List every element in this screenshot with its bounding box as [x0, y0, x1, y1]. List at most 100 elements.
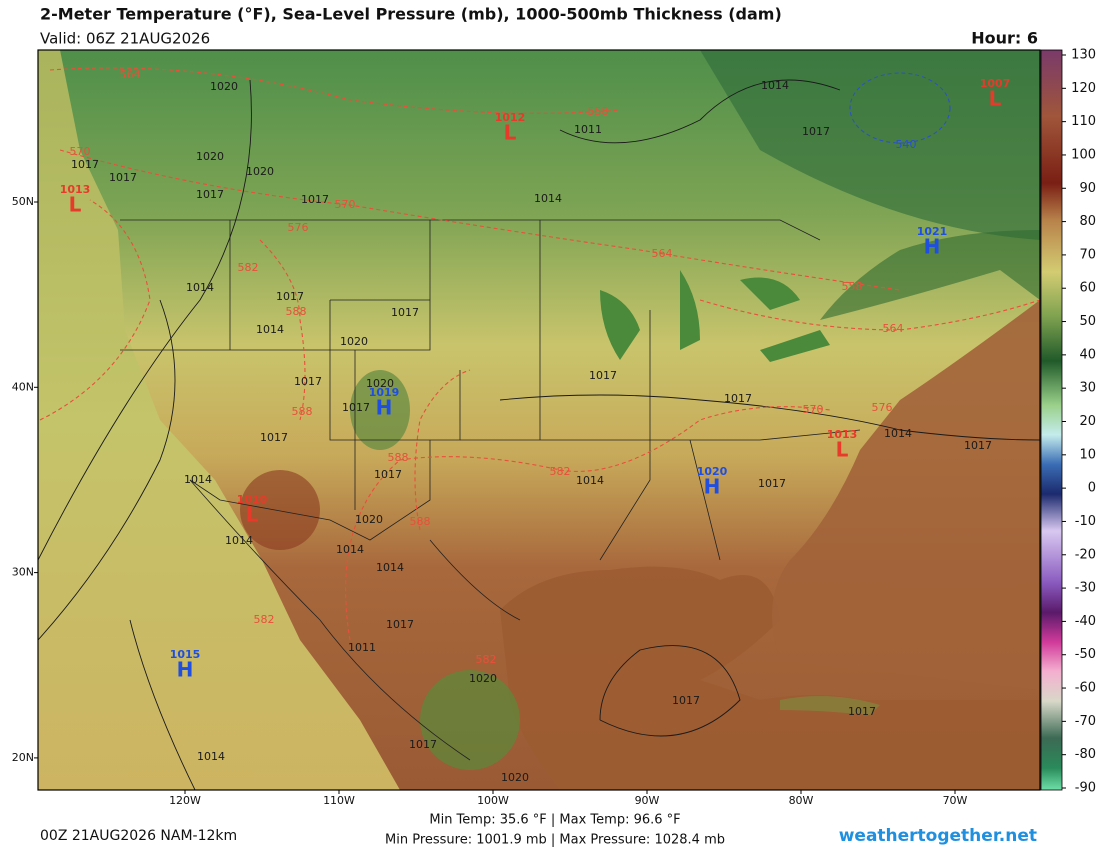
colorbar-label: -40 — [1075, 614, 1096, 629]
center-letter: L — [989, 87, 1002, 111]
thickness-label: 558 — [842, 280, 863, 293]
center-value: 1013 — [60, 183, 91, 196]
title: 2-Meter Temperature (°F), Sea-Level Pres… — [40, 5, 782, 24]
isobar-label: 1017 — [724, 392, 752, 405]
isobar-label: 1017 — [71, 158, 99, 171]
thickness-label: 570 — [70, 145, 91, 158]
colorbar-label: -50 — [1075, 647, 1096, 662]
pressure-range: Min Pressure: 1001.9 mb | Max Pressure: … — [385, 833, 725, 848]
appalachian-cool — [820, 230, 1040, 320]
lat-label: 30N — [12, 566, 34, 579]
isobar-label: 1014 — [225, 534, 253, 547]
thickness-label: 582 — [238, 261, 259, 274]
isobar-label: 1020 — [196, 150, 224, 163]
center-letter: H — [704, 475, 721, 499]
isobar-label: 1014 — [336, 543, 364, 556]
colorbar-label: -80 — [1075, 747, 1096, 762]
colorbar-label: 90 — [1079, 181, 1096, 196]
map: 1012L1007L1013L1021H1019H1013L1020H1010L… — [38, 50, 1040, 790]
colorbar-label: -90 — [1075, 781, 1096, 796]
colorbar-label: 50 — [1079, 314, 1096, 329]
thickness-label: 576 — [288, 221, 309, 234]
valid-time: Valid: 06Z 21AUG2026 — [40, 30, 210, 48]
colorbar-label: 20 — [1079, 414, 1096, 429]
lon-label: 110W — [323, 794, 355, 807]
colorbar-label: 60 — [1079, 281, 1096, 296]
pacific — [38, 50, 400, 790]
isobar-label: 1014 — [186, 281, 214, 294]
isobar-label: 1017 — [294, 375, 322, 388]
isobar-label: 1014 — [761, 79, 789, 92]
forecast-hour: Hour: 6 — [971, 29, 1038, 48]
lat-label: 50N — [12, 195, 34, 208]
cuba — [780, 696, 880, 715]
thickness-label: 570 — [803, 403, 824, 416]
isobar-label: 1017 — [964, 439, 992, 452]
isobar-label: 1017 — [276, 290, 304, 303]
thickness-540 — [849, 72, 951, 144]
isobar-label: 1020 — [469, 672, 497, 685]
canada-cool — [700, 50, 1040, 240]
thickness-label: 564 — [652, 247, 673, 260]
desert-hot — [240, 470, 320, 550]
colorbar-label: 10 — [1079, 447, 1096, 462]
colorbar-label: -30 — [1075, 581, 1096, 596]
thickness-label: 582 — [254, 613, 275, 626]
center-value: 1012 — [495, 111, 526, 124]
rockies-cool — [350, 370, 410, 450]
center-letter: L — [836, 438, 849, 462]
isobar-label: 1017 — [848, 705, 876, 718]
isobar-label: 1017 — [301, 193, 329, 206]
thickness-label: 588 — [388, 451, 409, 464]
colorbar — [1040, 49, 1063, 791]
isobar-label: 1014 — [184, 473, 212, 486]
thickness-label: 588 — [410, 515, 431, 528]
center-value: 1021 — [917, 225, 948, 238]
center-letter: H — [177, 658, 194, 682]
isobar-label: 1020 — [340, 335, 368, 348]
lon-label: 70W — [943, 794, 968, 807]
colorbar-label: 30 — [1079, 381, 1096, 396]
isobar-label: 1017 — [589, 369, 617, 382]
colorbar-label: 80 — [1079, 214, 1096, 229]
center-value: 1010 — [237, 493, 268, 506]
map-labels: 1012L1007L1013L1021H1019H1013L1020H1010L… — [60, 68, 1011, 784]
colorbar-label: 40 — [1079, 347, 1096, 362]
thickness-label: 588 — [286, 305, 307, 318]
isobars — [38, 79, 1040, 790]
colorbar-label: -70 — [1075, 714, 1096, 729]
center-letter: H — [376, 396, 393, 420]
thickness-label: 582 — [550, 465, 571, 478]
isobar-label: 1017 — [342, 401, 370, 414]
isobar-label: 1014 — [576, 474, 604, 487]
center-letter: H — [924, 235, 941, 259]
isobar-label: 1020 — [366, 377, 394, 390]
isobar-label: 1017 — [196, 188, 224, 201]
thickness-label: 564 — [120, 68, 141, 81]
thickness-contours — [39, 67, 1040, 641]
isobar-label: 1020 — [501, 771, 529, 784]
isobar-label: 1014 — [256, 323, 284, 336]
isobar-label: 1017 — [758, 477, 786, 490]
center-letter: L — [504, 121, 517, 145]
isobar-label: 1014 — [197, 750, 225, 763]
colorbar-label: 130 — [1071, 48, 1096, 63]
mexico-highlands — [420, 670, 520, 770]
center-value: 1007 — [980, 77, 1011, 90]
isobar-label: 1017 — [802, 125, 830, 138]
thickness-label: 558 — [588, 105, 609, 118]
center-value: 1013 — [827, 428, 858, 441]
isobar-label: 1017 — [374, 468, 402, 481]
colorbar-label: 70 — [1079, 247, 1096, 262]
thickness-label: 564 — [883, 322, 904, 335]
colorbar-label: -10 — [1075, 514, 1096, 529]
isobar-label: 1020 — [355, 513, 383, 526]
great-lakes — [600, 270, 830, 362]
lon-label: 80W — [789, 794, 814, 807]
center-value: 1020 — [697, 465, 728, 478]
thickness-label: 588 — [292, 405, 313, 418]
isobar-label: 1014 — [884, 427, 912, 440]
colorbar-label: 110 — [1071, 114, 1096, 129]
